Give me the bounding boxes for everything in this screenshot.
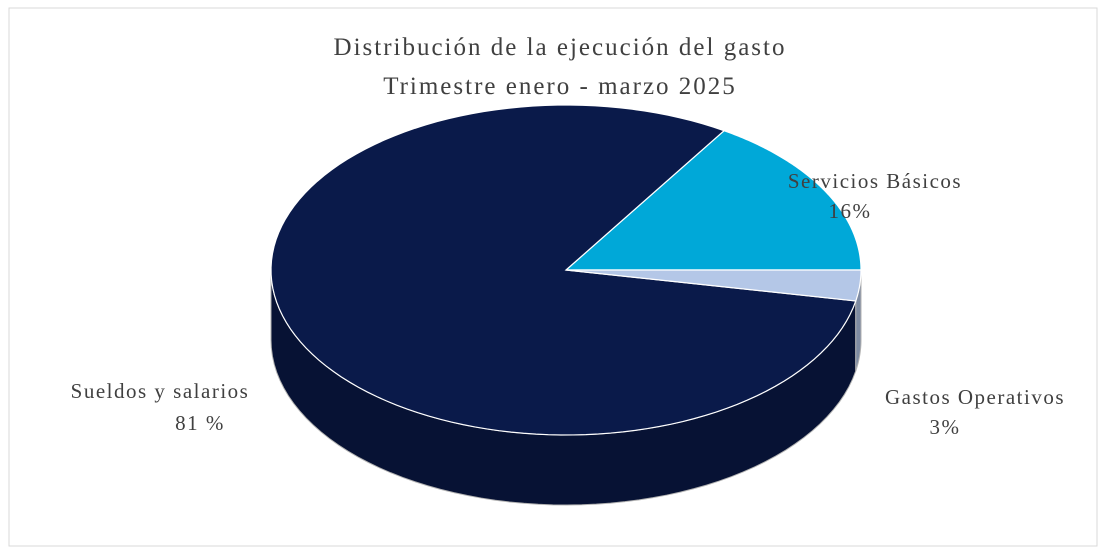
slice-label: Gastos Operativos <box>885 385 1065 409</box>
slice <box>270 104 857 436</box>
slice-label: Servicios Básicos <box>788 169 962 193</box>
value-label: 16% <box>829 199 872 223</box>
chart-title: Distribución de la ejecución del gasto <box>334 34 787 61</box>
slice <box>565 269 862 302</box>
value-label: 3% <box>930 415 961 439</box>
slice <box>564 130 862 271</box>
value-label: 81 % <box>175 411 225 435</box>
chart-subtitle: Trimestre enero - marzo 2025 <box>383 73 737 100</box>
slice-label: Sueldos y salarios <box>71 379 250 403</box>
